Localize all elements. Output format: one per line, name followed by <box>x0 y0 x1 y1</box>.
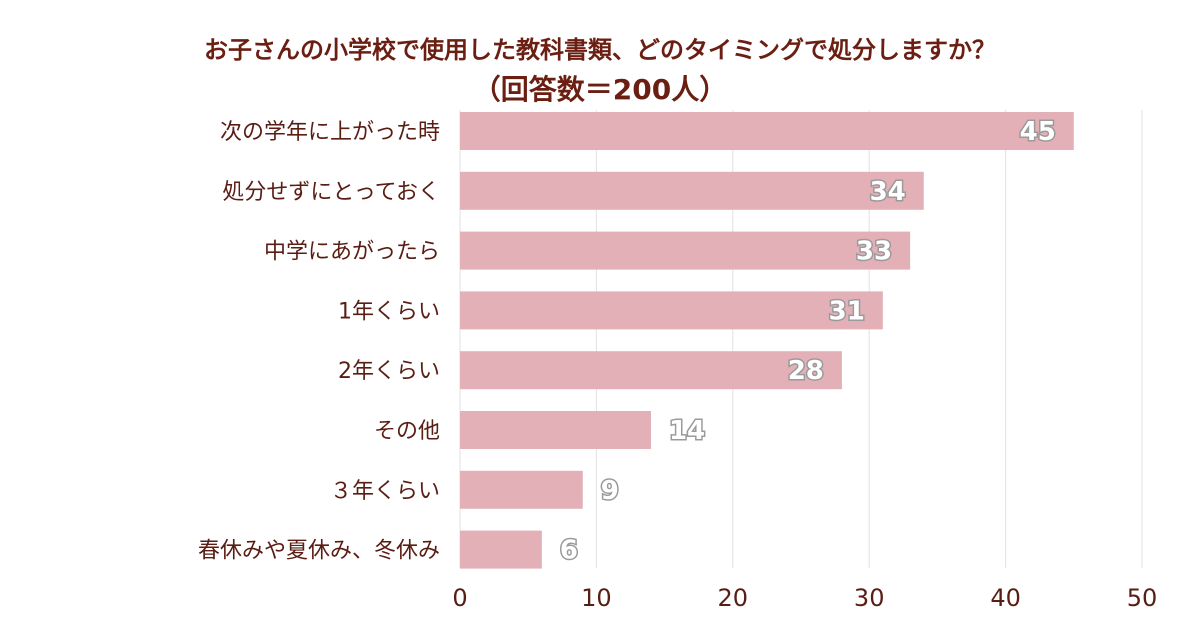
data-label: 6 <box>560 536 578 566</box>
data-label: 28 <box>788 356 824 386</box>
data-label: 45 <box>1020 117 1056 147</box>
category-label: 1年くらい <box>338 299 440 324</box>
category-label: 中学にあがったら <box>264 240 440 265</box>
chart-subtitle: （回答数＝200人） <box>472 73 728 106</box>
bar-1 <box>460 171 924 210</box>
x-tick-label: 10 <box>581 584 612 612</box>
x-tick-label: 0 <box>452 584 467 612</box>
data-label: 9 <box>601 476 619 506</box>
x-tick-label: 50 <box>1127 584 1158 612</box>
data-label: 31 <box>829 296 865 326</box>
bar-3 <box>460 291 883 330</box>
bar-6 <box>460 470 583 509</box>
category-label: 次の学年に上がった時 <box>220 120 440 145</box>
bar-5 <box>460 411 651 449</box>
category-label: ３年くらい <box>330 479 440 504</box>
category-label: 処分せずにとっておく <box>222 180 440 205</box>
data-label: 33 <box>856 237 892 267</box>
x-tick-label: 40 <box>990 584 1021 612</box>
x-tick-label: 20 <box>718 584 749 612</box>
bar-2 <box>460 231 911 270</box>
category-label: 春休みや夏休み、冬休み <box>198 539 440 564</box>
category-label: 2年くらい <box>338 359 440 384</box>
category-label: その他 <box>374 419 440 444</box>
bar-4 <box>460 351 842 390</box>
x-tick-label: 30 <box>854 584 885 612</box>
chart-title: お子さんの小学校で使用した教科書類、どのタイミングで処分しますか？ <box>204 36 996 64</box>
data-label: 34 <box>870 177 906 207</box>
bar-7 <box>460 530 542 569</box>
data-label: 14 <box>669 416 705 446</box>
bar-0 <box>460 112 1074 150</box>
